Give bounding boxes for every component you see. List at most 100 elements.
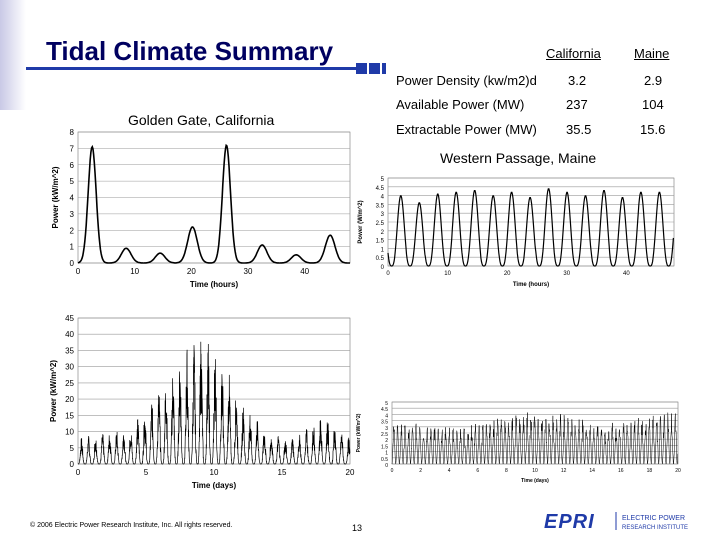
x-tick-label: 10: [130, 267, 139, 276]
x-tick-label: 8: [505, 468, 508, 474]
x-axis-label: Time (days): [192, 481, 237, 490]
y-tick-label: 3: [381, 212, 385, 218]
x-tick-label: 10: [444, 271, 451, 277]
x-tick-label: 20: [187, 267, 196, 276]
epri-logo: EPRI ELECTRIC POWER RESEARCH INSTITUTE: [544, 511, 688, 532]
series-line: [78, 341, 351, 465]
chart-golden-gate-days: 0 5 10 15 20 25 30 35 40 45 0 5 10 15 20 Time (days) Pow…: [49, 314, 355, 490]
y-tick-label: 25: [65, 379, 74, 388]
y-tick-label: 8: [70, 128, 75, 137]
summary-table: California Maine Power Density (kw/m2)d …: [386, 40, 686, 150]
x-tick-label: 0: [386, 271, 390, 277]
y-tick-label: 5: [385, 401, 388, 407]
slide-title: Tidal Climate Summary: [46, 36, 334, 66]
y-tick-label: 40: [65, 330, 74, 339]
x-tick-label: 4: [448, 468, 451, 474]
x-tick-label: 30: [563, 271, 570, 277]
epri-logo-line2: RESEARCH INSTITUTE: [622, 525, 688, 531]
y-tick-label: 2.5: [376, 221, 385, 227]
plot-frame: [77, 317, 351, 465]
y-tick-label: 0: [381, 265, 385, 271]
y-tick-label: 0: [385, 463, 388, 469]
y-axis-label: Power (kW/m^2): [49, 360, 58, 422]
x-tick-label: 10: [532, 468, 538, 474]
y-tick-label: 1: [70, 243, 75, 252]
x-axis-label: Time (hours): [513, 282, 549, 288]
row-value-california-power-density: 3.2: [568, 73, 587, 88]
header-maine: Maine: [634, 46, 670, 61]
x-tick-label: 20: [675, 468, 681, 474]
y-tick-label: 6: [70, 161, 75, 170]
row-label-available-power: Available Power (MW): [396, 97, 525, 112]
y-tick-label: 3: [70, 210, 75, 219]
row-value-maine-available-power: 104: [642, 97, 664, 112]
x-tick-label: 16: [618, 468, 624, 474]
y-axis-label: Power (kW/m^2): [51, 166, 60, 228]
row-label-extractable-power: Extractable Power (MW): [396, 122, 537, 137]
y-tick-label: 3: [385, 426, 388, 432]
x-tick-label: 2: [419, 468, 422, 474]
x-tick-label: 20: [504, 271, 511, 277]
header-california: California: [546, 46, 601, 61]
chart-western-passage-days: 00.511.522.533.544.550 2 4 6 8 10 12 14 16 18 20Ti…: [356, 401, 681, 484]
row-value-california-extractable-power: 35.5: [566, 122, 592, 137]
x-tick-label: 6: [476, 468, 479, 474]
y-tick-label: 5: [381, 177, 385, 183]
x-tick-label: 40: [623, 271, 630, 277]
y-tick-label: 20: [65, 395, 74, 404]
y-tick-label: 7: [70, 144, 75, 153]
footer-copyright: © 2006 Electric Power Research Institute…: [30, 522, 233, 529]
y-tick-label: 3.5: [376, 203, 385, 209]
row-value-maine-power-density: 2.9: [644, 73, 663, 88]
y-tick-label: 2: [381, 230, 385, 236]
x-axis-label: Time (hours): [190, 280, 239, 289]
y-tick-label: 15: [65, 411, 74, 420]
y-tick-label: 0: [70, 259, 75, 268]
y-axis-label: Power (W/m^2): [358, 200, 364, 243]
series-line: [387, 188, 674, 267]
y-tick-label: 4.5: [381, 407, 388, 413]
y-tick-label: 1.5: [376, 239, 385, 245]
y-tick-label: 45: [65, 314, 74, 323]
x-tick-label: 15: [278, 468, 287, 477]
y-tick-label: 5: [70, 444, 75, 453]
x-tick-label: 30: [244, 267, 253, 276]
x-tick-label: 10: [210, 468, 219, 477]
y-tick-label: 1: [385, 451, 388, 457]
x-axis-label: Time (days): [521, 478, 549, 484]
x-tick-label: 0: [391, 468, 394, 474]
x-tick-label: 5: [144, 468, 149, 477]
y-tick-label: 10: [65, 428, 74, 437]
y-tick-label: 2: [385, 438, 388, 444]
left-accent-bar: [0, 0, 26, 110]
y-tick-label: 2.5: [381, 432, 388, 438]
y-tick-label: 3.5: [381, 420, 388, 426]
y-axis-label: Power (kW/m^2): [356, 413, 362, 452]
y-tick-label: 2: [70, 226, 75, 235]
page-number: 13: [352, 523, 363, 533]
series-line: [391, 412, 679, 465]
x-tick-label: 0: [76, 468, 81, 477]
y-tick-label: 4.5: [376, 186, 385, 192]
y-tick-label: 4: [385, 413, 388, 419]
y-tick-label: 1: [381, 247, 385, 253]
x-tick-label: 14: [589, 468, 595, 474]
y-tick-label: 5: [70, 177, 75, 186]
x-tick-label: 20: [346, 468, 355, 477]
x-tick-label: 0: [76, 267, 81, 276]
y-tick-label: 30: [65, 363, 74, 372]
x-tick-label: 18: [647, 468, 653, 474]
y-tick-label: 4: [381, 195, 385, 201]
caption-western-passage: Western Passage, Maine: [440, 150, 597, 166]
caption-golden-gate: Golden Gate, California: [128, 112, 275, 128]
y-tick-label: 1.5: [381, 444, 388, 450]
series-line: [77, 143, 350, 264]
row-label-power-density: Power Density (kw/m2)d: [396, 73, 537, 88]
x-tick-label: 40: [300, 267, 309, 276]
y-tick-label: 0.5: [381, 457, 388, 463]
chart-western-passage-hours: 0 0.5 1 1.5 2 2.5 3 3.5 4 4.5 5 0 10 20 30 40 Time (hour…: [358, 177, 675, 288]
epri-logo-line1: ELECTRIC POWER: [622, 515, 685, 522]
y-tick-label: 0.5: [376, 256, 385, 262]
chart-golden-gate-hours: 0 1 2 3 4 5 6 7 8 0 10 20 30 40 Time (hours) Power (kW/…: [51, 128, 351, 289]
x-tick-label: 12: [561, 468, 567, 474]
